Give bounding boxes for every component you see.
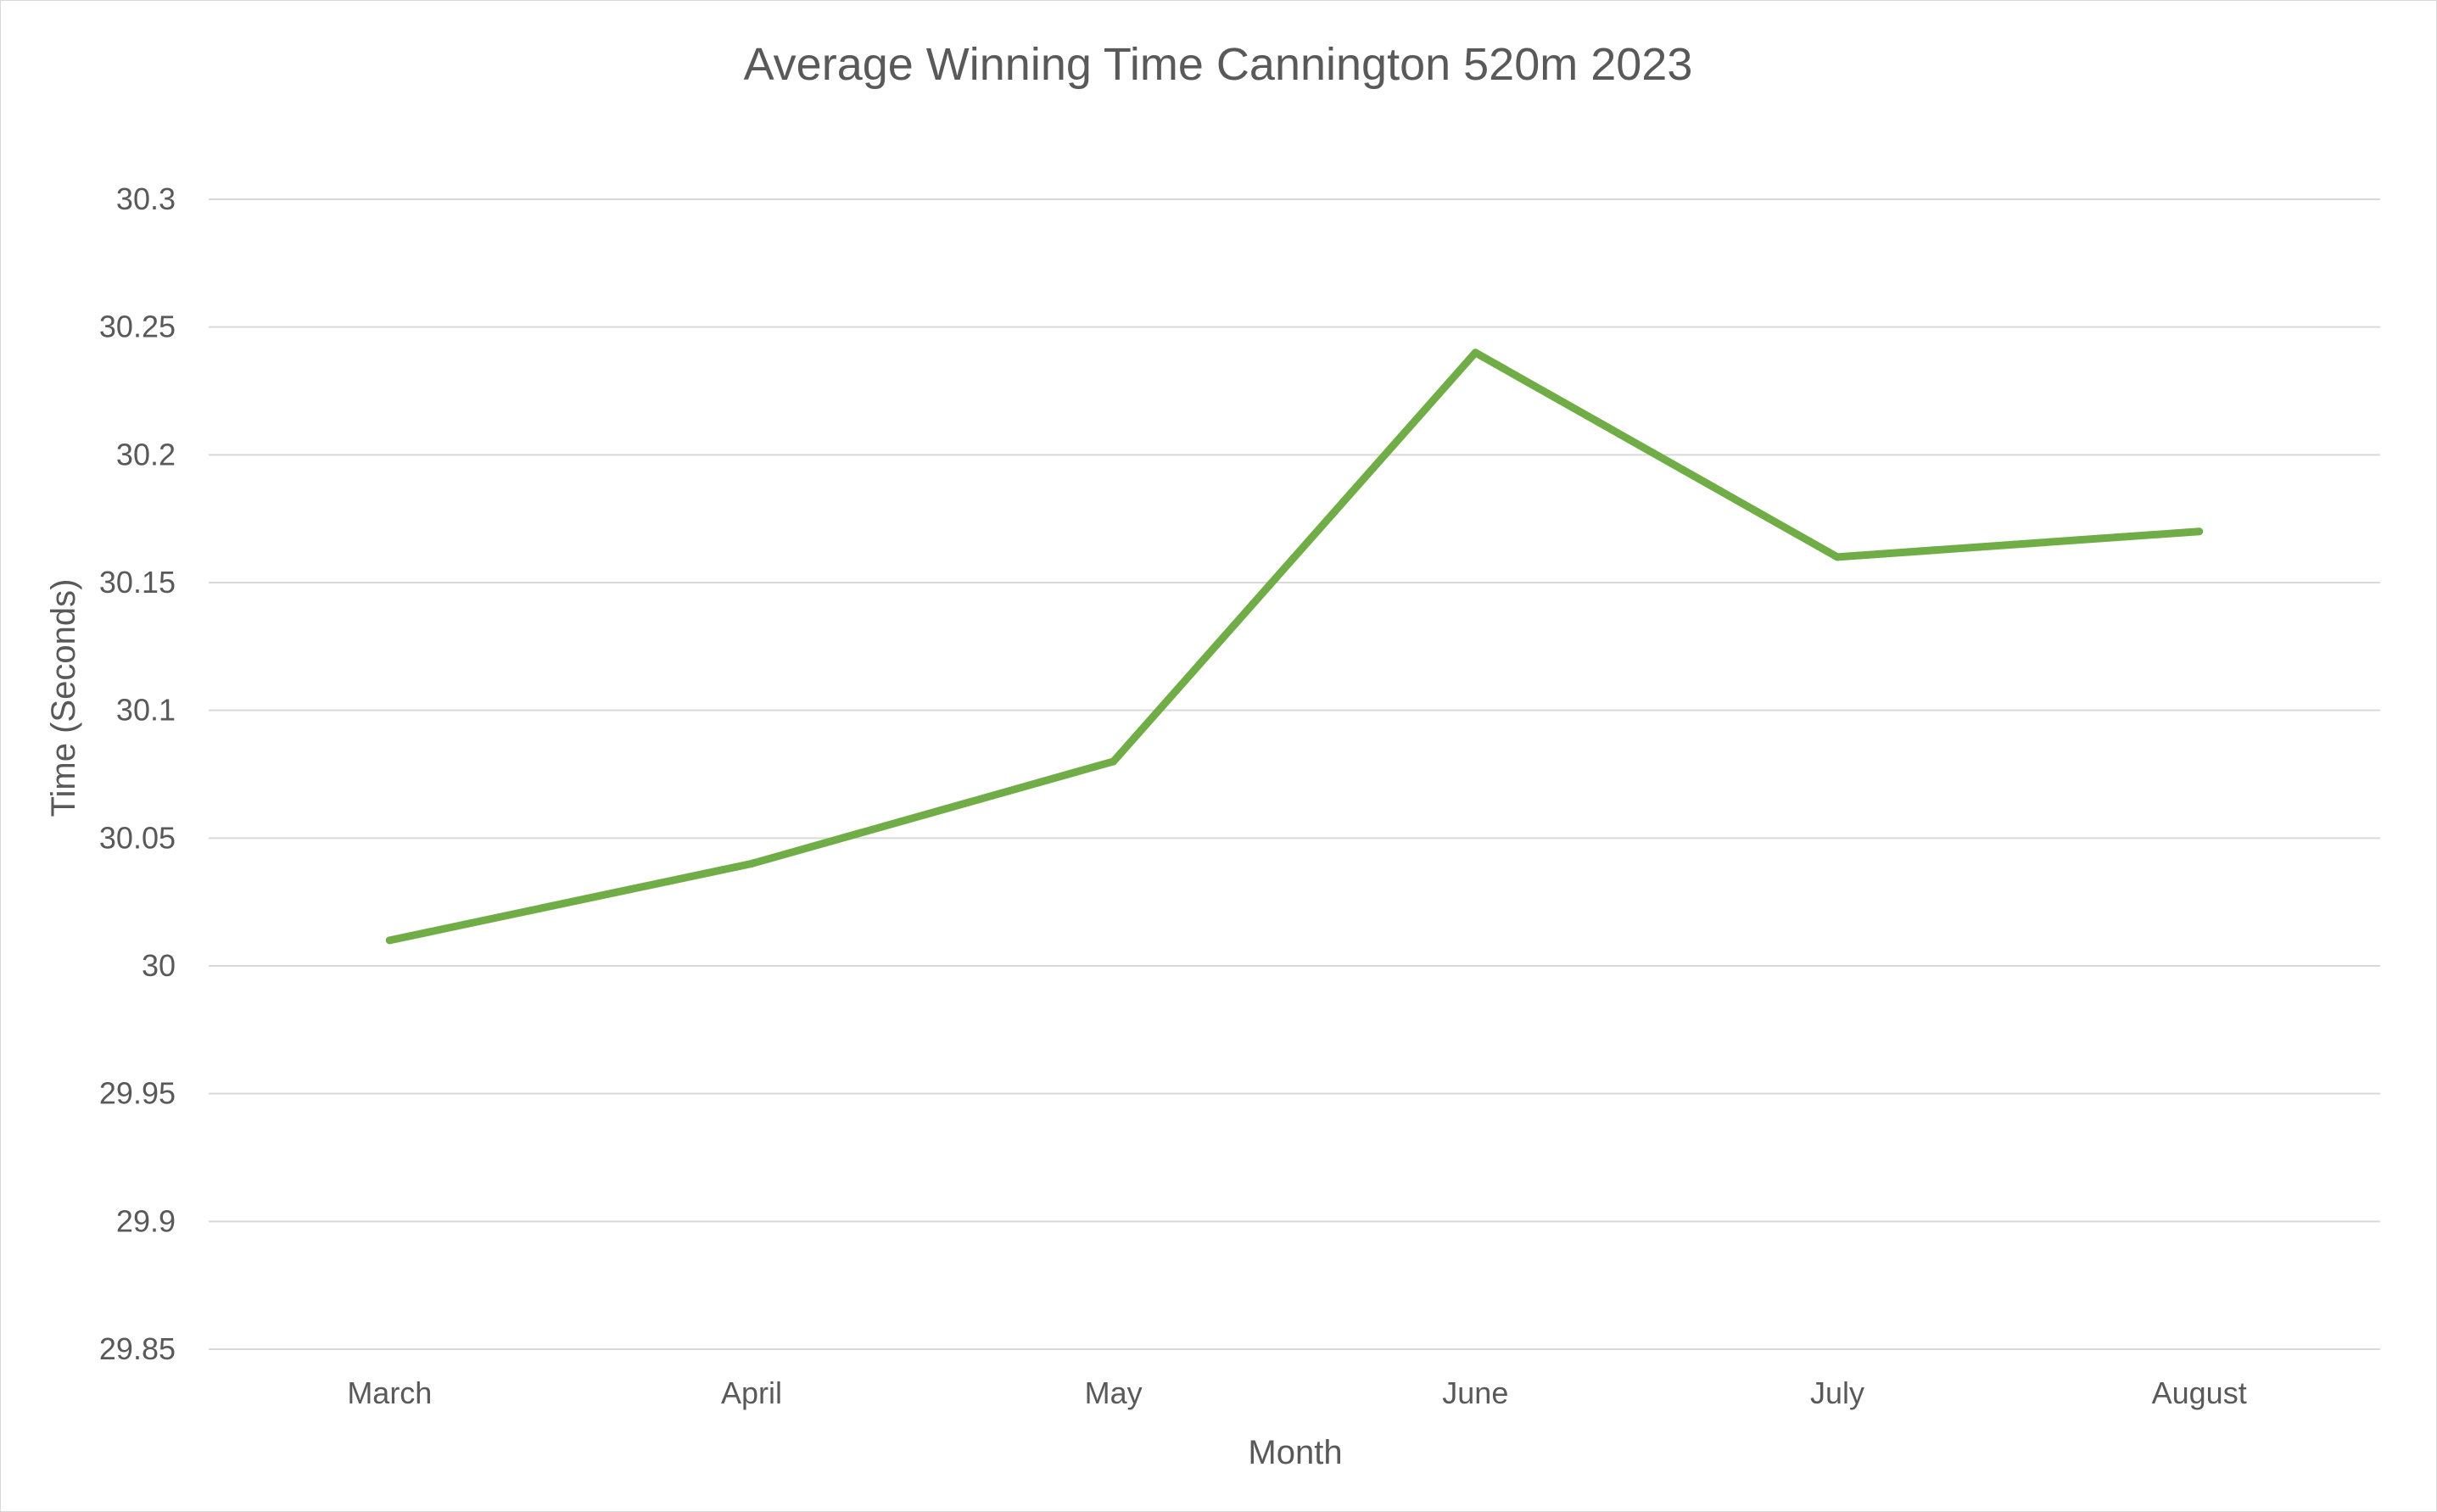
x-tick-label: March [347, 1375, 432, 1410]
data-point [2195, 527, 2204, 536]
y-axis-label: Time (Seconds) [45, 579, 82, 817]
y-tick-label: 30.15 [99, 565, 176, 600]
x-tick-label: April [721, 1375, 782, 1410]
y-tick-label: 30.1 [116, 693, 176, 728]
x-tick-label: May [1085, 1375, 1143, 1410]
y-tick-label: 30.05 [99, 820, 176, 855]
y-tick-label: 29.95 [99, 1076, 176, 1111]
y-tick-label: 30.3 [116, 181, 176, 216]
data-point [1110, 757, 1118, 766]
y-tick-label: 29.85 [99, 1331, 176, 1366]
chart-title: Average Winning Time Cannington 520m 202… [744, 39, 1693, 90]
series-line [385, 349, 2204, 945]
y-tick-label: 30.2 [116, 437, 176, 471]
series-group [385, 349, 2204, 945]
y-tick-label: 30 [142, 948, 176, 983]
x-axis-ticks: March April May June July August [347, 1375, 2246, 1410]
data-point [1833, 553, 1842, 561]
x-tick-label: August [2152, 1375, 2247, 1410]
y-axis-ticks: 29.85 29.9 29.95 30 30.05 30.1 30.15 30.2 30.25 3… [99, 181, 176, 1366]
x-axis-label: Month [1248, 1434, 1342, 1471]
x-tick-label: July [1810, 1375, 1864, 1410]
data-point [1471, 349, 1479, 357]
gridlines [209, 198, 2380, 1350]
y-tick-label: 30.25 [99, 310, 176, 344]
y-tick-label: 29.9 [116, 1203, 176, 1238]
data-point [747, 859, 756, 868]
data-point [385, 936, 394, 945]
x-tick-label: June [1442, 1375, 1508, 1410]
